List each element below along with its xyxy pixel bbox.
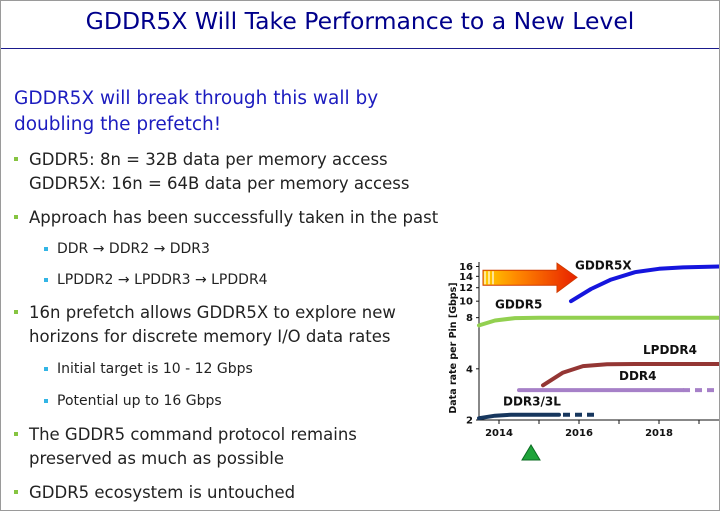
sub-bullet-marker — [44, 247, 48, 251]
bullet-line: GDDR5X: 16n = 64B data per memory access — [29, 174, 410, 193]
bullet-line: 16n prefetch allows GDDR5X to explore ne… — [29, 303, 396, 322]
y-tick-label: 8 — [466, 313, 473, 324]
bullet-marker — [14, 310, 18, 314]
bullet-approach: Approach has been successfully taken in … — [29, 206, 438, 230]
lead-text: GDDR5X will break through this wall by d… — [14, 86, 378, 138]
sub-bullet-lpddr: LPDDR2 → LPDDR3 → LPDDR4 — [57, 272, 268, 288]
series-label-gddr5x: GDDR5X — [575, 258, 632, 272]
y-axis-label: Data rate per Pin [Gbps] — [448, 282, 459, 413]
y-tick-label: 12 — [459, 283, 473, 294]
bullet-marker — [14, 157, 18, 161]
performance-arrow-icon — [482, 262, 578, 294]
series-line-lpddr4 — [541, 362, 719, 388]
bullet-marker — [14, 215, 18, 219]
x-tick-label: 2016 — [565, 428, 593, 439]
lead-line: GDDR5X will break through this wall by — [14, 88, 379, 109]
slide-title: GDDR5X Will Take Performance to a New Le… — [85, 7, 635, 35]
series-label-lpddr4: LPDDR4 — [643, 343, 697, 357]
y-tick-label: 16 — [459, 262, 473, 273]
y-tick-label: 10 — [459, 297, 473, 308]
title-divider — [1, 48, 719, 49]
sub-bullet-initial-target: Initial target is 10 - 12 Gbps — [57, 361, 253, 377]
series-line-ddr3-3l — [477, 412, 561, 421]
sub-bullet-ddr: DDR → DDR2 → DDR3 — [57, 241, 210, 257]
sub-bullet-marker — [44, 399, 48, 403]
y-tick-label: 14 — [459, 272, 473, 283]
series-label-gddr5: GDDR5 — [495, 298, 542, 312]
bullet-command-protocol: The GDDR5 command protocol remains prese… — [29, 423, 357, 471]
bullet-line: The GDDR5 command protocol remains — [29, 425, 357, 444]
bullet-line: GDDR5: 8n = 32B data per memory access — [29, 150, 388, 169]
bullet-16n-prefetch: 16n prefetch allows GDDR5X to explore ne… — [29, 301, 396, 349]
bullet-gddr-prefetch: GDDR5: 8n = 32B data per memory access G… — [29, 148, 409, 196]
x-tick-label: 2018 — [645, 428, 673, 439]
current-year-marker-icon — [521, 444, 541, 461]
bullet-line: horizons for discrete memory I/O data ra… — [29, 327, 391, 346]
y-tick-label: 4 — [466, 364, 473, 375]
bullet-marker — [14, 432, 18, 436]
bullet-marker — [14, 490, 18, 494]
sub-bullet-potential: Potential up to 16 Gbps — [57, 393, 222, 409]
lead-line: doubling the prefetch! — [14, 114, 222, 135]
bullet-ecosystem: GDDR5 ecosystem is untouched — [29, 483, 296, 502]
sub-bullet-marker — [44, 367, 48, 371]
bullet-line: Approach has been successfully taken in … — [29, 208, 439, 227]
x-tick-label: 2014 — [485, 428, 513, 439]
bullet-line: preserved as much as possible — [29, 449, 284, 468]
series-line-gddr5 — [477, 315, 719, 328]
series-label-ddr4: DDR4 — [619, 369, 657, 383]
series-label-ddr3-3l: DDR3/3L — [503, 395, 561, 409]
y-tick-label: 2 — [466, 416, 473, 427]
sub-bullet-marker — [44, 278, 48, 282]
series-line-gddr5x — [569, 264, 719, 304]
